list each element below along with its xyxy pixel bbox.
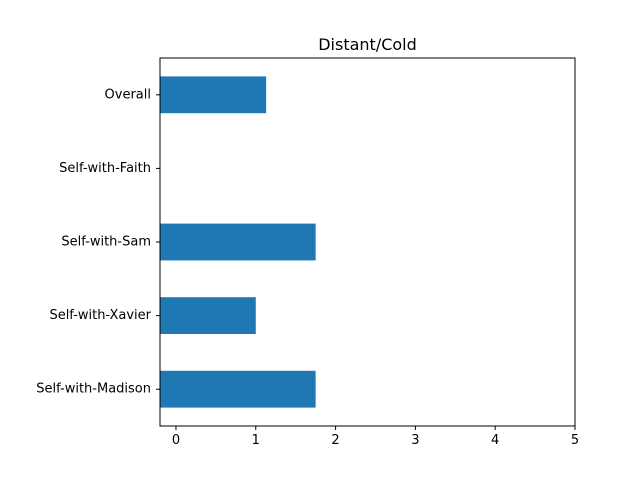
y-tick-label: Overall bbox=[105, 87, 151, 102]
x-tick-label: 2 bbox=[331, 433, 339, 448]
y-tick-label: Self-with-Sam bbox=[61, 235, 151, 250]
y-tick-label: Self-with-Xavier bbox=[49, 308, 151, 323]
x-tick-label: 5 bbox=[571, 433, 579, 448]
bar-self-with-xavier bbox=[160, 297, 256, 334]
y-axis: Overall Self-with-Faith Self-with-Sam Self-… bbox=[36, 87, 160, 397]
x-axis: 0 1 2 3 4 5 bbox=[172, 426, 579, 448]
bars-group bbox=[160, 76, 316, 408]
y-tick-label: Self-with-Faith bbox=[59, 161, 151, 176]
chart-title: Distant/Cold bbox=[318, 35, 417, 54]
bar-overall bbox=[160, 76, 267, 114]
bar-self-with-sam bbox=[160, 223, 316, 261]
x-tick-label: 4 bbox=[491, 433, 499, 448]
x-tick-label: 1 bbox=[252, 433, 260, 448]
y-tick-label: Self-with-Madison bbox=[36, 382, 151, 397]
bar-self-with-madison bbox=[160, 370, 316, 408]
x-tick-label: 0 bbox=[172, 433, 180, 448]
plot-frame bbox=[159, 57, 576, 427]
x-tick-label: 3 bbox=[411, 433, 419, 448]
